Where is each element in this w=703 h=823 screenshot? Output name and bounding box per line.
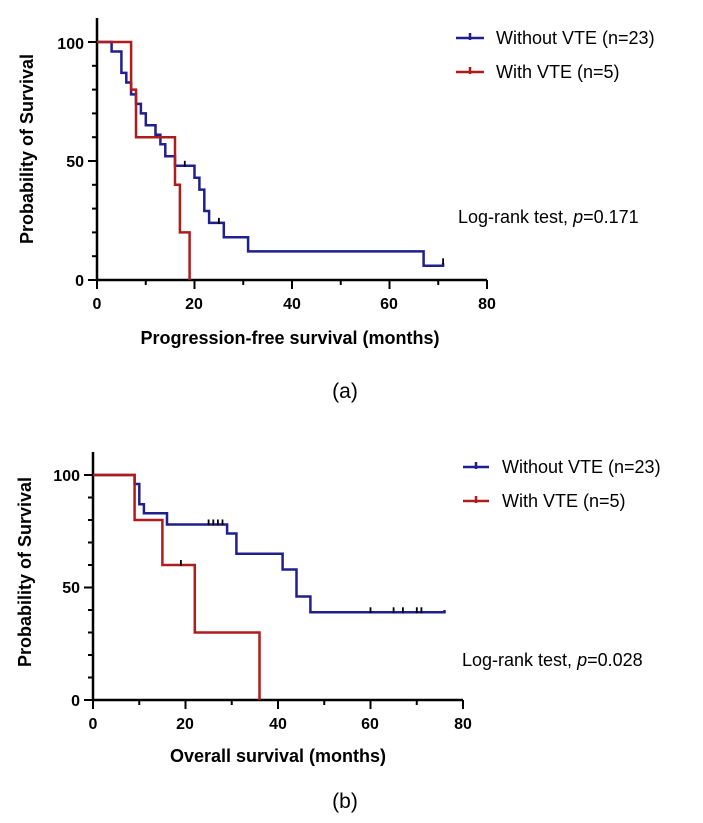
chart-a-x-tick-20: 20 [185, 296, 203, 313]
chart-a-x-axis-title: Progression-free survival (months) [140, 328, 439, 348]
chart-a-series-without-vte-censors [183, 160, 444, 265]
chart-b-series-without-vte-censors [207, 519, 423, 614]
chart-a-y-axis-title: Probability of Survival [17, 54, 37, 244]
chart-b-legend-without-vte-marker [463, 462, 489, 469]
chart-a-legend-with-vte-label: With VTE (n=5) [496, 62, 620, 82]
chart-a-x-tick-60: 60 [380, 296, 398, 313]
chart-b-panel-label: (b) [332, 790, 358, 813]
chart-a-panel-label: (a) [332, 380, 358, 403]
chart-a-x-tick-40: 40 [283, 296, 301, 313]
chart-b-legend-with-vte-label: With VTE (n=5) [502, 491, 626, 511]
chart-a-ticks [88, 41, 488, 289]
chart-a-y-tick-0: 0 [75, 273, 84, 290]
chart-a-series-without-vte-line [97, 40, 445, 267]
chart-b-series-without-vte-line [93, 473, 446, 614]
chart-b-y-tick-0: 0 [71, 693, 80, 710]
chart-a-x-tick-0: 0 [93, 296, 102, 313]
chart-b-x-tick-60: 60 [361, 716, 379, 733]
chart-b-legend-with-vte-marker [463, 496, 489, 503]
chart-b-y-tick-50: 50 [62, 580, 80, 597]
chart-a: 100 50 0 0 20 40 60 80 Progression-free … [17, 18, 655, 403]
chart-a-legend-without-vte-marker [456, 33, 484, 40]
chart-b-x-tick-20: 20 [176, 716, 194, 733]
chart-b-x-tick-40: 40 [269, 716, 287, 733]
chart-a-y-tick-100: 100 [57, 36, 84, 53]
chart-a-y-tick-50: 50 [66, 154, 84, 171]
chart-a-x-tick-80: 80 [478, 296, 496, 313]
chart-a-logrank-annotation: Log-rank test, p=0.171 [458, 207, 639, 227]
chart-b-y-tick-100: 100 [53, 468, 80, 485]
chart-b-logrank-annotation: Log-rank test, p=0.028 [462, 650, 643, 670]
chart-b-series-with-vte-line [93, 473, 261, 700]
chart-b-x-tick-0: 0 [89, 716, 98, 733]
chart-b-legend-without-vte-label: Without VTE (n=23) [502, 457, 661, 477]
chart-a-legend-without-vte-label: Without VTE (n=23) [496, 28, 655, 48]
chart-a-series-with-vte-line [97, 40, 191, 280]
chart-a-legend-with-vte-marker [456, 67, 484, 74]
chart-b-y-axis-title: Probability of Survival [15, 477, 35, 667]
chart-b-ticks [84, 474, 464, 709]
chart-b: 100 50 0 0 20 40 60 80 Overall survival … [15, 452, 661, 813]
chart-b-x-axis-title: Overall survival (months) [170, 746, 386, 766]
chart-b-x-tick-80: 80 [454, 716, 472, 733]
